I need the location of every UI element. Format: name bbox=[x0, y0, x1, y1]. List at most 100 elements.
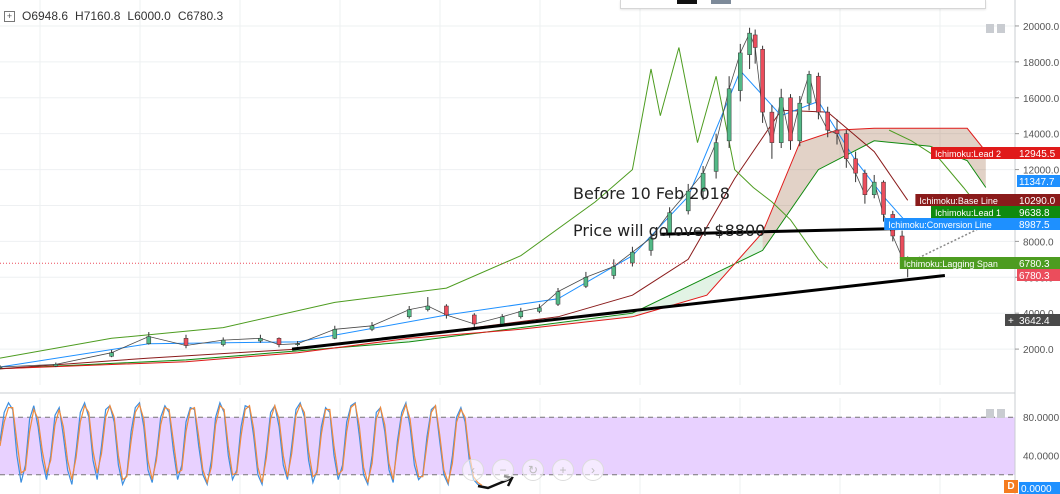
pane-minimize-icon[interactable] bbox=[986, 24, 994, 33]
candle bbox=[778, 88, 784, 149]
cloud-fill-bear bbox=[762, 128, 986, 251]
candle bbox=[648, 234, 654, 256]
candle bbox=[332, 325, 338, 340]
candle-body bbox=[806, 74, 812, 104]
candle-body bbox=[648, 237, 654, 251]
candle bbox=[881, 180, 886, 222]
price-line bbox=[0, 32, 908, 368]
indicator-line bbox=[0, 47, 829, 359]
candle-body bbox=[472, 314, 477, 325]
price-tag-box bbox=[1017, 269, 1060, 281]
stoch-maximize-icon[interactable] bbox=[997, 409, 1005, 418]
candle bbox=[816, 72, 821, 120]
candle-body bbox=[295, 343, 300, 345]
candle-body bbox=[276, 338, 282, 345]
candle-body bbox=[53, 364, 59, 367]
series-name: Ichimoku:Lead 2 bbox=[935, 149, 1001, 159]
candle-body bbox=[499, 316, 505, 325]
pane-maximize-icon[interactable] bbox=[997, 24, 1005, 33]
stoch-minimize-icon[interactable] bbox=[986, 409, 994, 418]
price-tag-value: 6780.3 bbox=[1019, 259, 1050, 270]
series-name-box bbox=[931, 206, 1017, 218]
candle bbox=[583, 271, 589, 289]
candle bbox=[183, 334, 189, 349]
drawing-toolbar[interactable] bbox=[620, 0, 986, 9]
series-name: Ichimoku:Lagging Span bbox=[904, 259, 998, 269]
candle bbox=[713, 133, 719, 179]
reset-icon[interactable]: ↻ bbox=[522, 459, 544, 481]
candle-body bbox=[685, 190, 691, 212]
price-tag: 9638.8 Ichimoku:Lead 1 bbox=[931, 206, 1060, 219]
candle-body bbox=[816, 75, 821, 113]
candle-body bbox=[555, 291, 561, 305]
candle bbox=[444, 304, 449, 319]
candle-body bbox=[146, 336, 152, 344]
price-tag: 10290.0 Ichimoku:Base Line bbox=[915, 194, 1060, 207]
candle-body bbox=[630, 251, 635, 264]
candle-body bbox=[726, 88, 732, 142]
corner-badge[interactable]: D bbox=[1004, 480, 1018, 493]
toolbar-color-gray[interactable] bbox=[711, 0, 731, 4]
indicator-lines bbox=[0, 32, 983, 370]
price-tag-value: 3642.4 bbox=[1019, 316, 1050, 327]
candle-body bbox=[825, 111, 830, 131]
series-name: Ichimoku:Conversion Line bbox=[888, 220, 992, 230]
candle bbox=[630, 246, 635, 267]
candle bbox=[472, 313, 477, 330]
candle-body bbox=[183, 338, 189, 346]
price-tag-box bbox=[1017, 218, 1060, 230]
candlesticks bbox=[0, 27, 910, 370]
ohlc-open: O6948.6 bbox=[22, 9, 69, 23]
price-tag: 3642.4 + bbox=[1005, 314, 1060, 327]
price-tag-box bbox=[1017, 257, 1060, 269]
candle bbox=[738, 43, 743, 102]
candle-body bbox=[797, 102, 803, 142]
toolbar-color-black[interactable] bbox=[677, 0, 697, 4]
candle bbox=[220, 337, 226, 347]
candle-body bbox=[713, 142, 719, 172]
scroll-left-icon[interactable]: ‹ bbox=[462, 459, 484, 481]
y-tick-label: 12000.0 bbox=[1023, 166, 1060, 177]
lead-1-line bbox=[0, 140, 987, 370]
price-tag: 12945.5 Ichimoku:Lead 2 bbox=[931, 147, 1060, 160]
candle-body bbox=[747, 32, 752, 55]
candle-body bbox=[518, 311, 524, 318]
candle bbox=[806, 70, 812, 111]
candle bbox=[537, 304, 542, 314]
chart-navigation: ‹ − ↻ + › bbox=[462, 459, 604, 481]
ohlc-low: L6000.0 bbox=[127, 9, 171, 23]
candle-body bbox=[862, 172, 868, 195]
zoom-out-icon[interactable]: − bbox=[492, 459, 514, 481]
projection-path bbox=[907, 226, 983, 264]
price-tag-value: 10290.0 bbox=[1019, 196, 1056, 207]
candle-body bbox=[881, 181, 886, 215]
candle bbox=[844, 130, 849, 168]
candle-body bbox=[583, 277, 589, 287]
price-tag-box bbox=[1017, 206, 1060, 218]
price-tag: 11347.7 bbox=[1017, 175, 1060, 188]
candle-body bbox=[425, 305, 431, 310]
zoom-in-icon[interactable]: + bbox=[552, 459, 574, 481]
candle bbox=[788, 94, 793, 150]
price-tag-value: 9638.8 bbox=[1019, 208, 1050, 219]
scroll-right-icon[interactable]: › bbox=[582, 459, 604, 481]
stoch-tick-label: 80.0000 bbox=[1023, 413, 1060, 424]
candle-body bbox=[752, 34, 758, 48]
expand-icon[interactable]: + bbox=[4, 10, 15, 22]
candle-body bbox=[834, 129, 840, 134]
ohlc-legend: + O6948.6 H7160.8 L6000.0 C6780.3 bbox=[4, 9, 223, 23]
candle-body bbox=[611, 266, 617, 276]
candle-body bbox=[853, 158, 858, 174]
candle-body bbox=[738, 52, 743, 91]
candle bbox=[760, 45, 765, 123]
series-name-box bbox=[884, 218, 1017, 230]
lead-2-line bbox=[0, 127, 987, 370]
candle-body bbox=[406, 309, 412, 318]
y-tick-label: 18000.0 bbox=[1023, 58, 1060, 69]
price-tag-value: 11347.7 bbox=[1019, 177, 1055, 188]
candle bbox=[258, 334, 263, 343]
price-tag-value: 8987.5 bbox=[1019, 220, 1050, 231]
price-tag: 8987.5 Ichimoku:Conversion Line bbox=[884, 218, 1060, 231]
stoch-line bbox=[0, 402, 483, 486]
